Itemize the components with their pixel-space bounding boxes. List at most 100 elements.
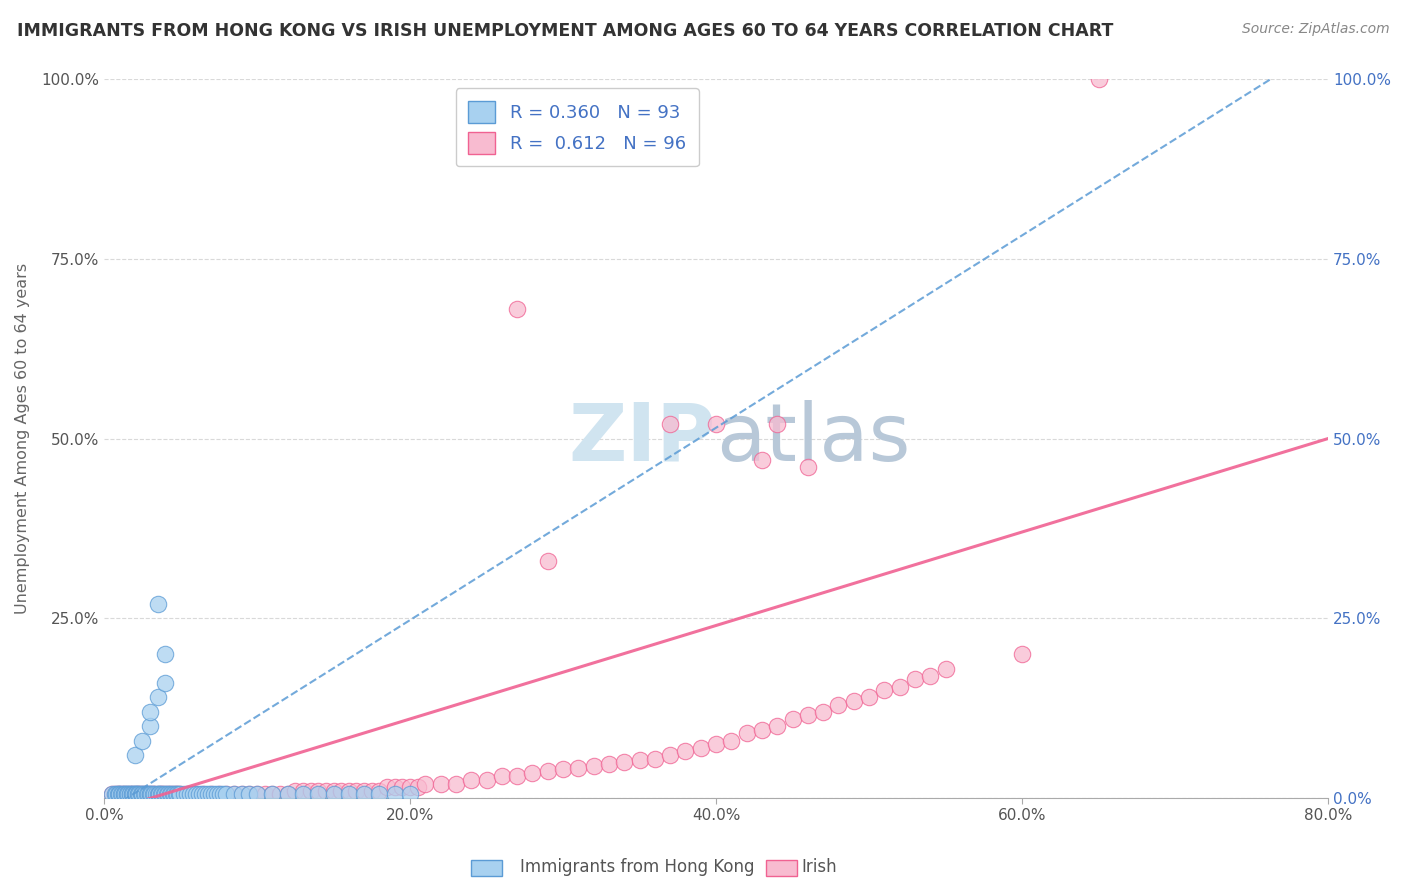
Point — [138, 788, 160, 802]
Point — [613, 755, 636, 769]
Point — [150, 788, 173, 802]
Point — [131, 733, 153, 747]
Point — [149, 788, 172, 802]
Point — [134, 788, 156, 802]
Point — [139, 788, 162, 802]
Point — [159, 788, 181, 802]
Point — [628, 753, 651, 767]
Point — [131, 788, 153, 802]
Point — [146, 690, 169, 705]
Point — [399, 780, 422, 795]
Point — [766, 719, 789, 733]
Point — [246, 788, 269, 802]
Point — [262, 788, 284, 802]
Point — [782, 712, 804, 726]
Point — [187, 788, 209, 802]
Text: Immigrants from Hong Kong: Immigrants from Hong Kong — [520, 858, 755, 876]
Point — [368, 784, 391, 798]
Point — [105, 788, 128, 802]
Text: Irish: Irish — [801, 858, 837, 876]
Point — [124, 788, 146, 802]
Point — [139, 788, 162, 802]
Point — [153, 647, 176, 661]
Point — [146, 788, 169, 802]
Point — [124, 747, 146, 762]
Point — [131, 788, 153, 802]
Point — [391, 780, 413, 795]
Point — [184, 788, 207, 802]
Point — [148, 788, 170, 802]
Point — [128, 788, 150, 802]
Point — [704, 737, 727, 751]
Point — [384, 788, 406, 802]
Point — [162, 788, 184, 802]
Point — [125, 788, 148, 802]
Point — [112, 788, 135, 802]
Point — [491, 770, 513, 784]
Point — [159, 788, 181, 802]
Point — [322, 784, 344, 798]
Point — [129, 788, 152, 802]
Point — [200, 788, 222, 802]
Point — [735, 726, 758, 740]
Point — [353, 788, 375, 802]
Point — [135, 788, 157, 802]
Point — [598, 756, 620, 771]
Point — [307, 788, 329, 802]
Point — [1087, 72, 1109, 87]
Point — [689, 740, 711, 755]
Point — [197, 788, 219, 802]
Point — [143, 788, 166, 802]
Point — [797, 460, 820, 475]
Point — [139, 719, 162, 733]
Point — [231, 788, 253, 802]
Point — [108, 788, 131, 802]
Point — [135, 788, 157, 802]
Point — [184, 788, 207, 802]
Point — [330, 784, 353, 798]
Point — [238, 788, 260, 802]
Point — [111, 788, 134, 802]
Point — [212, 788, 235, 802]
Point — [165, 788, 187, 802]
Point — [291, 784, 314, 798]
Point — [100, 788, 122, 802]
Point — [537, 764, 560, 778]
Point — [460, 773, 482, 788]
Point — [567, 761, 589, 775]
Point — [115, 788, 138, 802]
Point — [209, 788, 232, 802]
Point — [124, 788, 146, 802]
Point — [269, 788, 291, 802]
Point — [475, 773, 498, 788]
Point — [104, 788, 127, 802]
Point — [179, 788, 201, 802]
Point — [842, 694, 865, 708]
Point — [167, 788, 190, 802]
Text: Source: ZipAtlas.com: Source: ZipAtlas.com — [1241, 22, 1389, 37]
Point — [659, 417, 682, 431]
Point — [720, 733, 742, 747]
Point — [246, 788, 269, 802]
Point — [406, 780, 429, 795]
Point — [127, 788, 149, 802]
Point — [150, 788, 173, 802]
Point — [202, 788, 225, 802]
Point — [166, 788, 188, 802]
Point — [222, 788, 245, 802]
Point — [131, 788, 153, 802]
Point — [704, 417, 727, 431]
Point — [284, 784, 307, 798]
Point — [291, 788, 314, 802]
Y-axis label: Unemployment Among Ages 60 to 64 years: Unemployment Among Ages 60 to 64 years — [15, 263, 30, 614]
Point — [122, 788, 145, 802]
Text: atlas: atlas — [716, 400, 911, 477]
Point — [141, 788, 163, 802]
Point — [143, 788, 166, 802]
Point — [506, 770, 529, 784]
Point — [132, 788, 155, 802]
Point — [277, 788, 299, 802]
Point — [110, 788, 132, 802]
Point — [797, 708, 820, 723]
Point — [811, 705, 834, 719]
